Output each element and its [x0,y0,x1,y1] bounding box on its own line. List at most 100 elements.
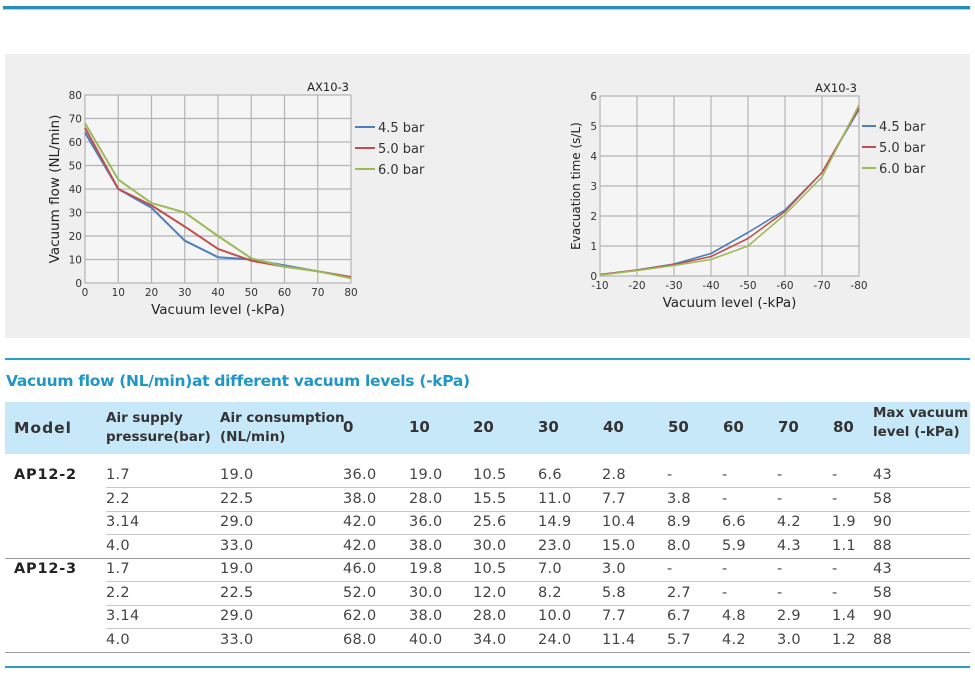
y-tick-label: 2 [590,211,597,223]
flow-value: 1.1 [832,537,856,554]
y-tick-label: 10 [69,255,82,267]
y-tick-label: 5 [590,121,597,133]
flow-value: 34.0 [473,631,507,648]
flow-value: - [832,561,838,577]
y-tick-label: 0 [75,278,82,290]
flow-value: 25.6 [473,514,507,530]
row-divider [106,487,970,488]
table-row: 4.0 33.0 42.0 38.0 30.0 23.0 15.0 8.0 5.9 4.3 1.1 8… [0,535,975,559]
row-divider [106,510,970,512]
table-row: 2.2 22.5 52.0 30.0 12.0 8.2 5.8 2.7 - - - 58 [0,582,975,606]
table-row: 4.0 33.0 68.0 40.0 34.0 24.0 11.4 5.7 4.2 3.0 1.2 8… [0,629,975,653]
flow-value: 15.5 [473,490,507,507]
flow-value: 12.0 [473,584,507,601]
flow-value: 19.0 [409,467,443,483]
flow-value: 10.0 [538,608,572,624]
flow-value: 3.0 [777,631,801,648]
flow-value: 23.0 [538,537,572,554]
flow-value: - [722,584,728,601]
flow-value: 3.0 [602,561,626,577]
header-consumption-line2: (NL/min) [220,429,286,445]
flow-value: - [722,561,728,577]
table-row: 3.14 29.0 42.0 36.0 25.6 14.9 10.4 8.9 6.6 4.2 1.9… [0,511,975,535]
legend-label: 6.0 bar [378,163,425,178]
model-name: AP12-2 [14,467,77,483]
table-row: AP12-3 1.7 19.0 46.0 19.8 10.5 7.0 3.0 - - - - 43 [0,558,975,582]
x-tick-label: 40 [211,287,224,299]
row-divider [106,534,970,535]
flow-value: 38.0 [343,490,377,507]
flow-value: 40.0 [409,631,443,648]
air-consumption: 29.0 [220,514,254,530]
flow-value: - [722,467,728,483]
flow-value: 7.7 [602,608,626,624]
flow-value: - [832,490,838,507]
vacuum-flow-chart: 0 10 20 30 40 50 60 70 80 0 10 20 30 40 50 60 70 80 4.5 ba… [47,80,425,318]
legend-label: 4.5 bar [879,120,926,135]
flow-value: 15.0 [602,537,636,554]
y-tick-label: 30 [69,208,82,220]
max-vacuum-level: 43 [873,561,893,577]
flow-value: 6.6 [538,467,562,483]
header-pressure: Air supply pressure(bar) [106,409,211,447]
max-vacuum-level: 88 [873,537,893,554]
flow-value: - [667,467,673,483]
max-vacuum-level: 88 [873,631,893,648]
y-tick-label: 3 [590,181,597,193]
flow-value: 6.6 [722,514,746,530]
flow-value: 62.0 [343,608,377,624]
flow-value: 30.0 [473,537,507,554]
x-tick-label: -20 [628,280,645,292]
flow-value: - [777,467,783,483]
x-tick-label: -10 [591,280,608,292]
flow-value: 38.0 [409,608,443,624]
charts-panel: 0 10 20 30 40 50 60 70 80 0 10 20 30 40 50 60 70 80 4.5 ba… [5,54,970,338]
legend-label: 5.0 bar [879,141,926,156]
flow-value: 46.0 [343,561,377,577]
x-tick-label: -60 [776,280,793,292]
flow-value: - [777,490,783,507]
flow-value: - [832,467,838,483]
y-tick-label: 4 [590,151,597,163]
x-tick-label: 10 [112,287,125,299]
top-divider [3,6,970,10]
y-tick-label: 20 [69,231,82,243]
flow-value: 68.0 [343,631,377,648]
header-level: 0 [343,418,354,436]
x-axis-label: Vacuum level (-kPa) [151,302,285,318]
flow-value: 38.0 [409,537,443,554]
y-tick-label: 70 [69,114,82,126]
air-supply-pressure: 2.2 [106,490,130,507]
flow-value: 7.0 [538,561,562,577]
air-supply-pressure: 4.0 [106,537,130,554]
header-level: 80 [833,418,854,436]
flow-value: 52.0 [343,584,377,601]
y-tick-label: 0 [590,271,597,283]
x-axis-label: Vacuum level (-kPa) [663,295,797,311]
y-tick-label: 60 [69,137,82,149]
air-supply-pressure: 4.0 [106,631,130,648]
header-consumption-line1: Air consumption [220,410,345,426]
flow-value: 7.7 [602,490,626,507]
x-tick-label: -80 [850,280,867,292]
flow-value: 4.8 [722,608,746,624]
air-consumption: 19.0 [220,561,254,577]
flow-value: 2.8 [602,467,626,483]
row-divider [106,581,970,582]
x-tick-label: 0 [82,287,89,299]
flow-value: 28.0 [409,490,443,507]
air-supply-pressure: 3.14 [106,514,140,530]
flow-value: 3.8 [667,490,691,507]
max-vacuum-level: 58 [873,584,893,601]
air-supply-pressure: 1.7 [106,561,130,577]
flow-value: 4.3 [777,537,801,554]
legend-label: 5.0 bar [378,142,425,157]
flow-value: 4.2 [722,631,746,648]
evacuation-time-chart: 0 1 2 3 4 5 6 -10 -20 -30 -40 -50 -60 -70 -80 4.5 bar 5.… [569,81,926,311]
air-consumption: 33.0 [220,537,254,554]
header-level: 50 [668,418,689,436]
flow-value: 8.2 [538,584,562,601]
max-vacuum-level: 90 [873,608,893,624]
x-tick-label: 70 [311,287,324,299]
table-row: AP12-2 1.7 19.0 36.0 19.0 10.5 6.6 2.8 - - - - 43 [0,464,975,488]
